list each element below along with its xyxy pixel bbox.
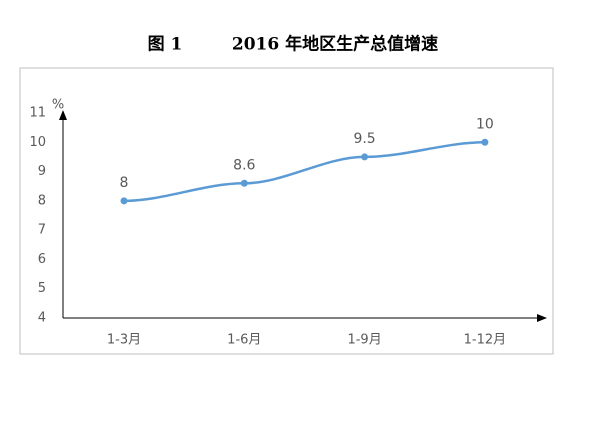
y-tick-label: 10	[29, 135, 46, 150]
y-tick-label: 7	[38, 223, 46, 238]
x-tick-label: 1-6月	[227, 333, 261, 348]
data-label: 8.6	[233, 157, 255, 173]
figure-label: 图 1	[148, 35, 183, 55]
y-unit: %	[52, 98, 64, 113]
data-label: 10	[476, 116, 494, 132]
x-tick-label: 1-12月	[464, 333, 507, 348]
x-tick-label: 1-9月	[347, 333, 381, 348]
y-axis-arrow	[59, 110, 67, 120]
point	[361, 153, 369, 161]
y-tick-label: 6	[38, 252, 46, 267]
line	[123, 141, 485, 203]
data-label: 9.5	[353, 131, 375, 147]
y-tick-label: 8	[38, 193, 46, 208]
y-tick-label: 9	[38, 164, 46, 179]
data-label: 8	[120, 175, 129, 191]
x-axis-arrow	[537, 314, 547, 322]
chart-frame	[19, 67, 554, 355]
chart-title: 2016 年地区生产总值增速	[232, 34, 438, 55]
point	[240, 179, 248, 187]
point	[120, 197, 128, 205]
x-tick-label: 1-3月	[107, 333, 141, 348]
point	[481, 138, 489, 146]
y-tick-label: 11	[29, 106, 46, 121]
y-tick-label: 5	[38, 281, 46, 296]
y-tick-label: 4	[38, 311, 46, 326]
